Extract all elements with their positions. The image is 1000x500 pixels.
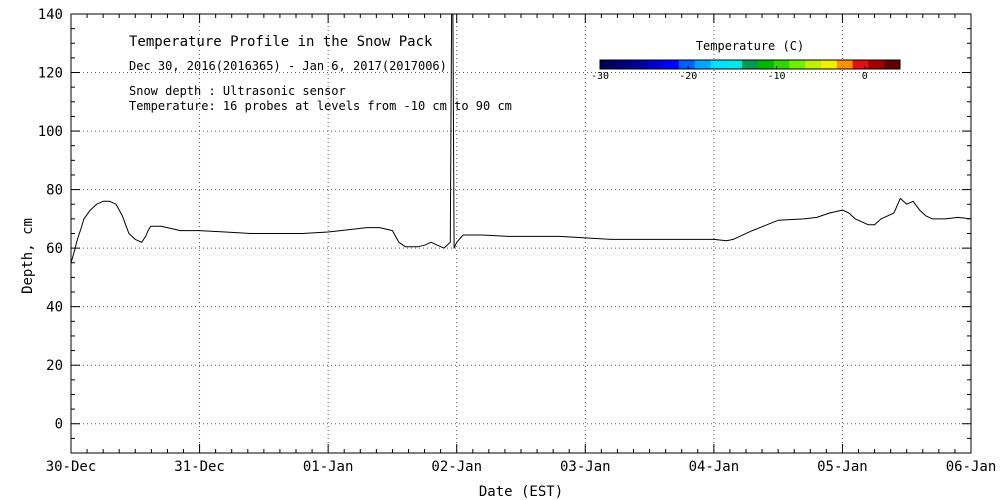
colorbar-cell — [710, 60, 727, 69]
grid-lines — [71, 14, 971, 453]
colorbar-cell — [821, 60, 838, 69]
x-tick-label: 31-Dec — [174, 459, 225, 475]
axis-ticks: 30-Dec 31-Dec 01-Jan 02-Jan 03-Jan 04-Jan 05-J… — [38, 7, 997, 475]
colorbar-cell — [836, 60, 854, 69]
colorbar-cell — [663, 60, 680, 69]
temperature-colorbar: Temperature (C) -30 -20 -10 0 — [591, 39, 901, 82]
chart-subtitle: Dec 30, 2016(2016365) - Jan 6, 2017(2017… — [129, 59, 447, 73]
plot-frame — [70, 13, 972, 454]
colorbar-cell — [757, 60, 775, 69]
x-tick-label: 01-Jan — [303, 459, 354, 475]
colorbar-tick-label: -20 — [679, 71, 697, 82]
y-tick-label: 40 — [46, 300, 63, 316]
colorbar-cell — [647, 60, 664, 69]
series-layer — [70, 13, 972, 263]
y-tick-label: 120 — [38, 66, 63, 82]
y-tick-label: 0 — [55, 417, 63, 433]
colorbar-cell — [805, 60, 822, 69]
colorbar-tick-label: -10 — [767, 71, 785, 82]
colorbar-cell — [600, 60, 617, 69]
x-tick-label: 05-Jan — [817, 459, 868, 475]
x-tick-label: 04-Jan — [689, 459, 740, 475]
x-tick-label: 02-Jan — [431, 459, 482, 475]
colorbar-cell — [884, 60, 901, 69]
y-tick-label: 80 — [46, 183, 63, 199]
colorbar-ticks: -30 -20 -10 0 — [591, 66, 868, 82]
colorbar-cells — [600, 60, 901, 69]
colorbar-cell — [742, 60, 759, 69]
colorbar-cell — [852, 60, 869, 69]
annotation-probes: Temperature: 16 probes at levels from -1… — [129, 99, 512, 113]
annotation-sensor: Snow depth : Ultrasonic sensor — [129, 84, 346, 98]
colorbar-cell — [868, 60, 885, 69]
chart-title: Temperature Profile in the Snow Pack — [129, 34, 433, 50]
colorbar-frame — [599, 59, 901, 70]
colorbar-cell — [789, 60, 806, 69]
x-axis-label: Date (EST) — [479, 484, 563, 500]
colorbar-cell — [678, 60, 696, 69]
colorbar-title: Temperature (C) — [696, 39, 804, 53]
colorbar-cell — [726, 60, 743, 69]
snow-depth-line — [70, 13, 972, 263]
x-tick-label: 30-Dec — [46, 459, 97, 475]
colorbar-tick-label: 0 — [862, 71, 868, 82]
y-tick-label: 20 — [46, 358, 63, 374]
x-tick-label: 06-Jan — [946, 459, 997, 475]
y-tick-label: 60 — [46, 241, 63, 257]
colorbar-cell — [631, 60, 648, 69]
y-tick-label: 100 — [38, 124, 63, 140]
colorbar-cell — [694, 60, 711, 69]
y-tick-label: 140 — [38, 7, 63, 23]
x-tick-label: 03-Jan — [560, 459, 611, 475]
colorbar-cell — [773, 60, 790, 69]
colorbar-tick-label: -30 — [591, 71, 609, 82]
colorbar-cell — [615, 60, 632, 69]
y-axis-label: Depth, cm — [20, 218, 36, 294]
